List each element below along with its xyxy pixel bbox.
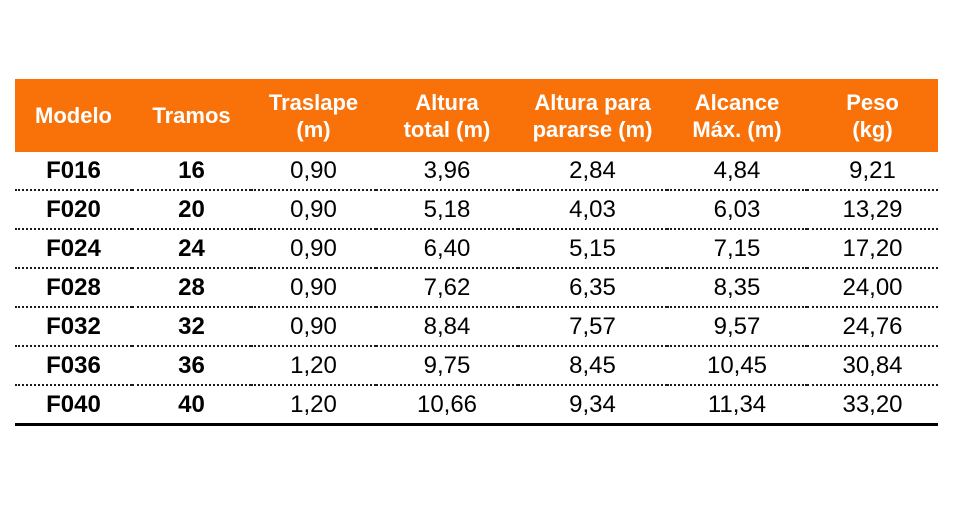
cell-modelo: F028 <box>15 267 132 307</box>
cell-alcance-max: 4,84 <box>713 156 761 184</box>
cell-tramos: 32 <box>132 306 251 346</box>
cell-altura-total: 6,40 <box>376 228 518 268</box>
cell-altura-pararse: 8,45 <box>518 345 667 385</box>
column-header-modelo: Modelo <box>15 79 132 152</box>
cell-peso: 9,21 <box>849 156 896 184</box>
cell-altura-pararse: 5,15 <box>518 228 667 268</box>
cell-tramos: 24 <box>132 228 251 268</box>
cell-tramos: 20 <box>132 189 251 229</box>
table-row: F020 20 0,90 5,18 4,03 6,03 13,29 <box>15 189 938 229</box>
cell-alcance-max: 9,57 <box>667 306 807 346</box>
cell-alcance-max: 11,34 <box>667 384 807 426</box>
cell-traslape: 0,90 <box>251 267 376 307</box>
cell-peso: 30,84 <box>807 345 938 385</box>
cell-modelo: F016 <box>46 156 101 184</box>
column-header-tramos: Tramos <box>132 79 251 152</box>
cell-tramos: 28 <box>132 267 251 307</box>
table-row: F032 32 0,90 8,84 7,57 9,57 24,76 <box>15 306 938 346</box>
cell-tramos: 36 <box>132 345 251 385</box>
column-header-alcance-max: Alcance Máx. (m) <box>667 79 807 152</box>
cell-alcance-max: 8,35 <box>667 267 807 307</box>
cell-altura-total: 5,18 <box>376 189 518 229</box>
cell-tramos: 16 <box>178 156 205 184</box>
cell-peso: 17,20 <box>807 228 938 268</box>
table-row: F024 24 0,90 6,40 5,15 7,15 17,20 <box>15 228 938 268</box>
column-header-peso: Peso (kg) <box>807 79 938 152</box>
cell-modelo: F036 <box>15 345 132 385</box>
cell-altura-pararse: 6,35 <box>518 267 667 307</box>
cell-traslape: 0,90 <box>251 306 376 346</box>
cell-traslape: 0,90 <box>290 156 337 184</box>
cell-altura-total: 3,96 <box>423 156 471 184</box>
cell-altura-total: 9,75 <box>376 345 518 385</box>
cell-peso: 33,20 <box>807 384 938 426</box>
spec-table-container: Modelo Tramos Traslape (m) Altura total … <box>15 79 938 426</box>
column-header-traslape: Traslape (m) <box>251 79 376 152</box>
table-row: F016 16 0,90 3,96 2,84 4,84 9,21 <box>15 152 938 190</box>
table-row: F028 28 0,90 7,62 6,35 8,35 24,00 <box>15 267 938 307</box>
cell-altura-total: 7,62 <box>376 267 518 307</box>
cell-peso: 24,76 <box>807 306 938 346</box>
cell-modelo: F024 <box>15 228 132 268</box>
cell-peso: 24,00 <box>807 267 938 307</box>
cell-modelo: F020 <box>15 189 132 229</box>
table-row: F036 36 1,20 9,75 8,45 10,45 30,84 <box>15 345 938 385</box>
column-header-altura-total: Altura total (m) <box>376 79 518 152</box>
cell-traslape: 0,90 <box>251 189 376 229</box>
cell-altura-pararse: 2,84 <box>569 156 616 184</box>
cell-alcance-max: 7,15 <box>667 228 807 268</box>
cell-traslape: 1,20 <box>251 345 376 385</box>
cell-alcance-max: 6,03 <box>667 189 807 229</box>
cell-altura-pararse: 7,57 <box>518 306 667 346</box>
cell-modelo: F032 <box>15 306 132 346</box>
cell-altura-total: 8,84 <box>376 306 518 346</box>
cell-altura-pararse: 9,34 <box>518 384 667 426</box>
cell-altura-pararse: 4,03 <box>518 189 667 229</box>
cell-peso: 13,29 <box>807 189 938 229</box>
table-header-row: Modelo Tramos Traslape (m) Altura total … <box>15 79 938 152</box>
cell-altura-total: 10,66 <box>376 384 518 426</box>
cell-modelo: F040 <box>15 384 132 426</box>
ladder-spec-table: Modelo Tramos Traslape (m) Altura total … <box>15 79 938 426</box>
cell-traslape: 1,20 <box>251 384 376 426</box>
table-row: F040 40 1,20 10,66 9,34 11,34 33,20 <box>15 384 938 426</box>
cell-traslape: 0,90 <box>251 228 376 268</box>
column-header-altura-pararse: Altura para pararse (m) <box>518 79 667 152</box>
cell-alcance-max: 10,45 <box>667 345 807 385</box>
cell-tramos: 40 <box>132 384 251 426</box>
